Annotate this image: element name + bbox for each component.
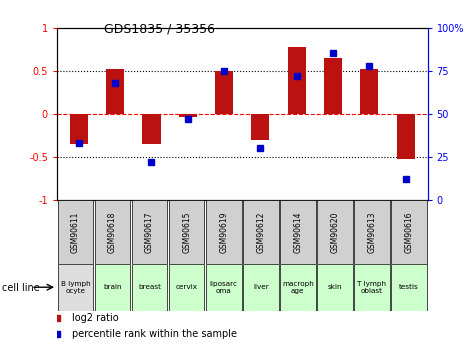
Bar bbox=[142, 114, 161, 144]
Bar bbox=[243, 200, 278, 264]
Text: GSM90620: GSM90620 bbox=[331, 211, 339, 253]
Bar bbox=[58, 264, 93, 310]
Bar bbox=[179, 114, 197, 117]
Text: macroph
age: macroph age bbox=[282, 281, 314, 294]
Text: GSM90618: GSM90618 bbox=[108, 211, 117, 253]
Text: liver: liver bbox=[253, 284, 269, 290]
Text: T lymph
oblast: T lymph oblast bbox=[357, 281, 387, 294]
Bar bbox=[169, 200, 204, 264]
Text: GSM90611: GSM90611 bbox=[71, 211, 80, 253]
Bar bbox=[354, 264, 390, 310]
Text: skin: skin bbox=[328, 284, 342, 290]
Bar bbox=[58, 200, 93, 264]
Bar bbox=[280, 200, 315, 264]
Bar bbox=[243, 264, 278, 310]
Text: percentile rank within the sample: percentile rank within the sample bbox=[72, 329, 237, 339]
Text: GSM90614: GSM90614 bbox=[294, 211, 302, 253]
Bar bbox=[361, 69, 379, 114]
Bar bbox=[132, 200, 167, 264]
Bar bbox=[288, 47, 306, 114]
Text: cell line: cell line bbox=[2, 283, 40, 293]
Text: B lymph
ocyte: B lymph ocyte bbox=[61, 281, 90, 294]
Bar bbox=[280, 264, 315, 310]
Text: GDS1835 / 35356: GDS1835 / 35356 bbox=[104, 22, 216, 36]
Text: log2 ratio: log2 ratio bbox=[72, 313, 118, 323]
Bar bbox=[391, 264, 427, 310]
Bar bbox=[317, 264, 352, 310]
Text: GSM90612: GSM90612 bbox=[256, 211, 265, 253]
Bar bbox=[391, 200, 427, 264]
Text: breast: breast bbox=[138, 284, 161, 290]
Text: GSM90619: GSM90619 bbox=[219, 211, 228, 253]
Text: brain: brain bbox=[104, 284, 122, 290]
Bar bbox=[251, 114, 269, 140]
Bar bbox=[70, 114, 88, 144]
Text: GSM90613: GSM90613 bbox=[368, 211, 376, 253]
Bar bbox=[215, 71, 233, 114]
Bar bbox=[106, 69, 124, 114]
Text: testis: testis bbox=[399, 284, 419, 290]
Bar bbox=[354, 200, 390, 264]
Text: GSM90616: GSM90616 bbox=[405, 211, 413, 253]
Text: GSM90615: GSM90615 bbox=[182, 211, 191, 253]
Bar bbox=[95, 200, 130, 264]
Bar bbox=[317, 200, 352, 264]
Text: liposarc
oma: liposarc oma bbox=[210, 281, 238, 294]
Text: GSM90617: GSM90617 bbox=[145, 211, 154, 253]
Bar bbox=[206, 264, 241, 310]
Text: cervix: cervix bbox=[176, 284, 198, 290]
Bar bbox=[206, 200, 241, 264]
Bar bbox=[397, 114, 415, 159]
Bar bbox=[132, 264, 167, 310]
Bar bbox=[169, 264, 204, 310]
Bar bbox=[95, 264, 130, 310]
Bar bbox=[324, 58, 342, 114]
